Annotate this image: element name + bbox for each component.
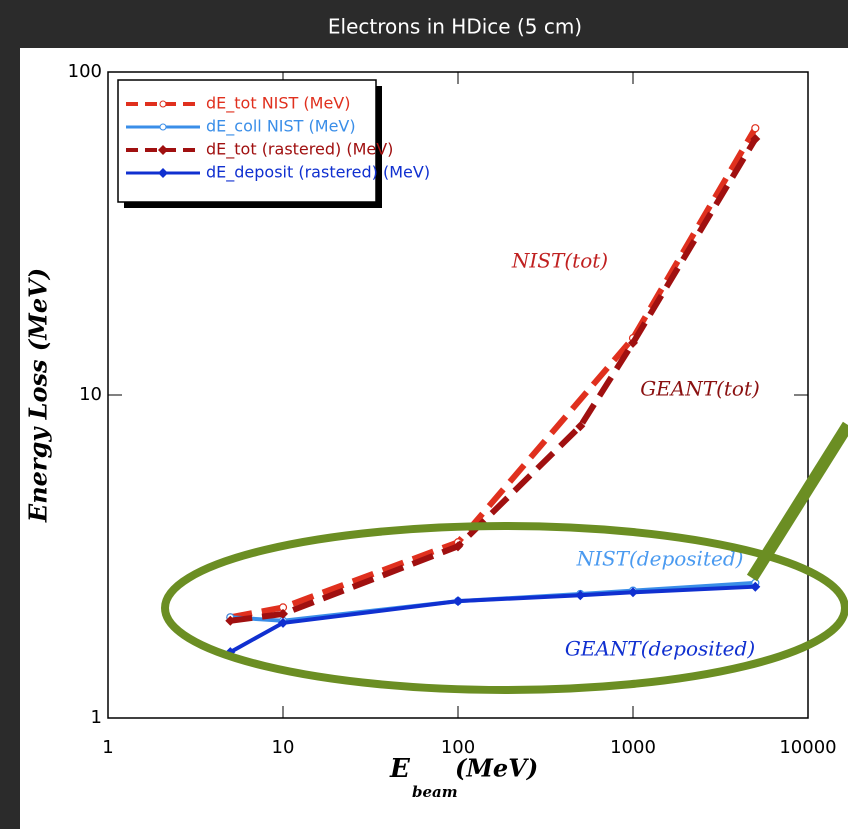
x-axis-unit: (MeV) [455, 754, 538, 783]
annotation: NIST(tot) [511, 249, 608, 273]
point [453, 541, 463, 552]
point [751, 124, 760, 133]
legend-marker [159, 123, 167, 131]
y-tick-label: 100 [68, 61, 102, 82]
highlight-ellipse [161, 522, 848, 694]
point [575, 421, 586, 432]
x-tick-label: 10 [272, 737, 295, 758]
x-axis-label-subscript: beam [412, 783, 458, 801]
point [750, 134, 761, 145]
x-tick-label: 1 [102, 737, 113, 758]
annotation: NIST(deposited) [576, 547, 744, 571]
legend-label: dE_coll NIST (MeV) [206, 117, 356, 137]
point [628, 587, 638, 598]
point [278, 617, 288, 628]
annotation: GEANT(deposited) [565, 637, 755, 661]
series-line [229, 137, 758, 624]
legend-marker [158, 145, 168, 155]
point [278, 608, 288, 619]
chart-title: Electrons in HDice (5 cm) [328, 15, 582, 39]
legend-label: dE_tot (rastered) (MeV) [206, 140, 393, 160]
y-tick-label: 10 [79, 384, 102, 405]
pointer-line [746, 421, 848, 582]
legend-marker [159, 100, 167, 108]
y-axis-label: Energy Loss (MeV) [24, 268, 53, 523]
y-tick-label: 1 [91, 707, 102, 728]
series-line [229, 584, 756, 654]
legend-label: dE_tot NIST (MeV) [206, 94, 350, 114]
x-tick-label: 1000 [610, 737, 656, 758]
x-axis-label: E [389, 754, 411, 784]
x-tick-label: 10000 [779, 737, 836, 758]
annotation: GEANT(tot) [640, 377, 760, 401]
legend-box [117, 79, 377, 203]
x-tick-label: 100 [441, 737, 475, 758]
legend: dE_tot NIST (MeV) dE_coll NIST (MeV) dE_to… [117, 79, 430, 208]
point [453, 596, 463, 607]
point [750, 581, 761, 592]
point [225, 615, 236, 626]
legend-marker [158, 168, 168, 178]
point [628, 337, 638, 348]
legend-label: dE_deposit (rastered) (MeV) [206, 163, 430, 183]
point [575, 590, 586, 601]
